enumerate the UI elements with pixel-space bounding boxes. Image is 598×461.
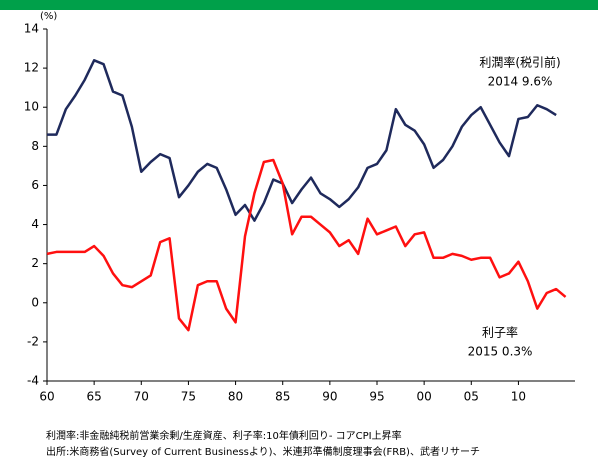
y-tick-label: 0 (31, 295, 39, 309)
y-unit: (%) (40, 11, 57, 22)
note: 利潤率:非金融純税前営業余剰/生産資産、利子率:10年債利回り- コアCPI上昇… (46, 429, 402, 442)
note: 出所:米商務省(Survey of Current Businessより)、米連… (46, 445, 480, 458)
annotation: 利潤率(税引前) (479, 55, 560, 70)
x-tick-label: 85 (275, 390, 290, 404)
y-tick-label: 14 (24, 22, 39, 36)
x-tick-label: 95 (369, 390, 384, 404)
title-band (0, 0, 598, 10)
line-series (47, 59, 557, 222)
y-tick-label: 4 (31, 217, 39, 231)
x-tick-label: 90 (322, 390, 337, 404)
y-tick-label: -2 (27, 334, 39, 348)
annotation: 2015 0.3% (468, 345, 533, 359)
y-tick-label: -4 (27, 374, 39, 388)
x-tick-label: 60 (39, 390, 54, 404)
x-tick-label: 05 (464, 390, 479, 404)
x-tick-label: 70 (134, 390, 149, 404)
x-tick-label: 65 (87, 390, 102, 404)
x-tick-label: 75 (181, 390, 196, 404)
y-tick-label: 8 (31, 139, 39, 153)
x-tick-label: 00 (417, 390, 432, 404)
y-tick-label: 6 (31, 178, 39, 192)
annotation: 利子率 (482, 325, 518, 340)
line-series (46, 158, 567, 332)
x-tick-label: 80 (228, 390, 243, 404)
y-tick-label: 2 (31, 256, 39, 270)
annotation: 2014 9.6% (488, 75, 553, 89)
x-tick-label: 10 (511, 390, 526, 404)
y-tick-label: 10 (24, 100, 39, 114)
y-tick-label: 12 (24, 61, 39, 75)
